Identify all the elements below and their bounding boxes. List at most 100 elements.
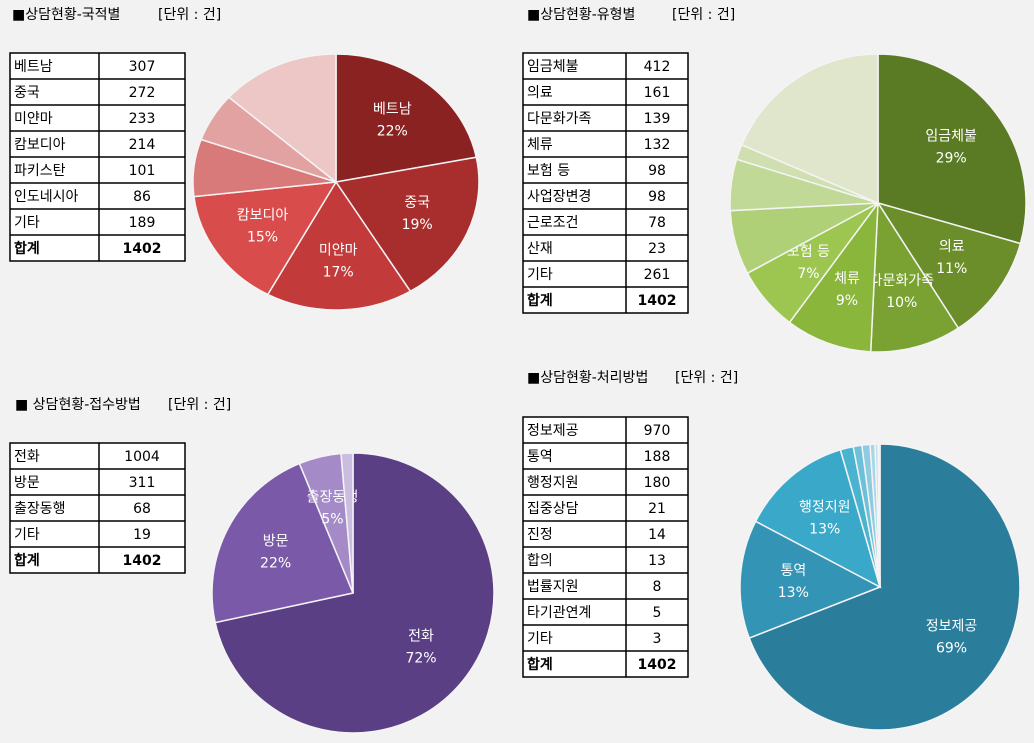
unit-label: [단위 : 건] xyxy=(672,7,735,23)
table-value: 412 xyxy=(644,59,671,75)
table-value: 8 xyxy=(653,579,662,595)
table-value: 98 xyxy=(648,189,666,205)
table-category: 의료 xyxy=(527,85,553,101)
slice-category: 중국 xyxy=(404,195,430,211)
slice-category: 미얀마 xyxy=(319,242,358,258)
chart-title: ■ 상담현황-접수방법 xyxy=(15,397,141,413)
pie-slice xyxy=(211,462,355,624)
pie-slice xyxy=(340,452,354,594)
slice-label: 17% xyxy=(323,264,354,280)
table-value: 307 xyxy=(129,59,156,75)
pie-slice xyxy=(748,443,1021,731)
table-value: 1004 xyxy=(124,449,160,465)
table-category: 근로조건 xyxy=(527,215,579,231)
slice-category: 보험 등 xyxy=(787,244,830,260)
table-value: 21 xyxy=(648,501,666,517)
table-value: 311 xyxy=(129,475,156,491)
table-category: 체류 xyxy=(527,137,553,153)
slice-label: 72% xyxy=(405,651,436,667)
table-value: 78 xyxy=(648,215,666,231)
table-value: 86 xyxy=(133,189,151,205)
table-category: 출장동행 xyxy=(14,501,66,517)
table-category: 기타 xyxy=(527,267,553,283)
table-value: 233 xyxy=(129,111,156,127)
table-value: 23 xyxy=(648,241,666,257)
pie-slice xyxy=(739,520,882,640)
chart-title: ■상담현황-유형별 xyxy=(527,7,635,23)
slice-label: 5% xyxy=(321,512,343,528)
unit-label: [단위 : 건] xyxy=(168,397,231,413)
table-category: 타기관연계 xyxy=(527,605,591,621)
pie-slice xyxy=(740,53,879,205)
slice-category: 캄보디아 xyxy=(237,207,289,223)
slice-label: 13% xyxy=(809,522,840,538)
table-value: 189 xyxy=(129,215,156,231)
table-category: 기타 xyxy=(14,527,40,543)
table-category: 전화 xyxy=(14,449,40,465)
table-value: 13 xyxy=(648,553,666,569)
table-category: 임금체불 xyxy=(527,59,579,75)
pie-slice xyxy=(876,201,1022,330)
pie-slice xyxy=(334,156,480,293)
table-total: 1402 xyxy=(638,657,677,673)
table-category: 정보제공 xyxy=(527,423,579,439)
table-value: 5 xyxy=(653,605,662,621)
pie-slice xyxy=(754,448,882,589)
slice-label: 22% xyxy=(260,556,291,572)
pie-slice xyxy=(869,200,960,353)
chart-title: ■상담현황-처리방법 xyxy=(527,370,648,386)
slice-label: 15% xyxy=(247,229,278,245)
slice-category: 정보제공 xyxy=(926,618,978,634)
slice-label: 13% xyxy=(778,585,809,601)
table-total-label: 합계 xyxy=(527,656,553,673)
table-category: 중국 xyxy=(14,85,40,101)
slice-category: 임금체불 xyxy=(925,128,977,144)
slice-category: 베트남 xyxy=(373,102,412,118)
unit-label: [단위 : 건] xyxy=(158,7,221,23)
slice-label: 29% xyxy=(936,150,967,166)
table-category: 보험 등 xyxy=(527,163,570,179)
table-category: 법률지원 xyxy=(527,579,579,595)
table-total-label: 합계 xyxy=(527,292,553,309)
slice-category: 행정지원 xyxy=(799,500,851,516)
table-value: 3 xyxy=(653,631,662,647)
pie-slice xyxy=(227,53,337,184)
unit-label: [단위 : 건] xyxy=(675,370,738,386)
slice-category: 다문화가족 xyxy=(870,273,935,289)
table-value: 188 xyxy=(644,449,671,465)
table-category: 다문화가족 xyxy=(527,111,592,127)
table-value: 139 xyxy=(644,111,671,127)
table-category: 합의 xyxy=(527,553,553,569)
table-category: 사업장변경 xyxy=(527,189,591,205)
table-category: 기타 xyxy=(14,215,40,231)
pie-slice xyxy=(877,53,1027,245)
table-value: 101 xyxy=(129,163,156,179)
table-value: 161 xyxy=(644,85,671,101)
table-category: 행정지원 xyxy=(527,475,579,491)
slice-label: 11% xyxy=(936,261,967,277)
slice-label: 19% xyxy=(402,217,433,233)
table-value: 19 xyxy=(133,527,151,543)
table-category: 미얀마 xyxy=(14,111,53,127)
table-value: 272 xyxy=(129,85,156,101)
pie-slice xyxy=(193,181,338,296)
slice-category: 통역 xyxy=(780,563,806,579)
slice-label: 9% xyxy=(836,293,858,309)
table-bg xyxy=(9,442,186,574)
slice-label: 22% xyxy=(377,124,408,140)
table-category: 인도네시아 xyxy=(14,189,79,205)
table-category: 기타 xyxy=(527,631,553,647)
slice-label: 10% xyxy=(886,295,917,311)
slice-category: 의료 xyxy=(939,239,965,255)
table-category: 파키스탄 xyxy=(14,163,66,179)
table-category: 집중상담 xyxy=(527,501,579,517)
table-category: 통역 xyxy=(527,449,553,465)
table-category: 방문 xyxy=(14,475,40,491)
slice-label: 69% xyxy=(936,640,967,656)
table-category: 베트남 xyxy=(14,59,53,75)
table-total: 1402 xyxy=(123,241,162,257)
table-total-label: 합계 xyxy=(14,552,40,569)
table-total: 1402 xyxy=(123,553,162,569)
pie-slice xyxy=(877,443,881,588)
